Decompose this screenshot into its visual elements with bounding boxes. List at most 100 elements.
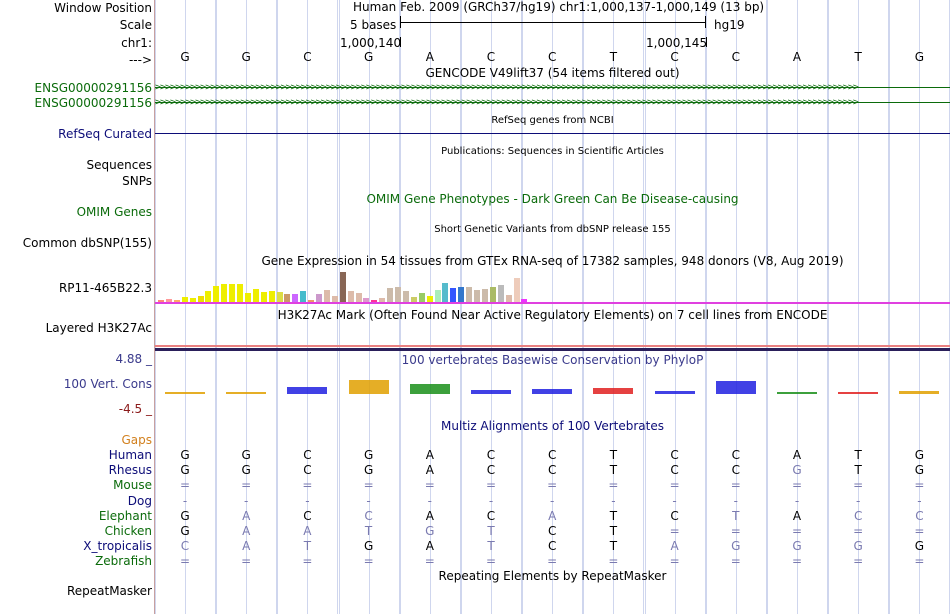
gtex-bar[interactable] xyxy=(347,291,354,302)
gtex-bar[interactable] xyxy=(268,291,275,302)
gtex-bar[interactable] xyxy=(481,289,488,302)
label-chr[interactable]: chr1: xyxy=(121,36,152,50)
gtex-bar[interactable] xyxy=(395,287,401,302)
gtex-bar[interactable] xyxy=(213,286,220,302)
species-label[interactable]: Mouse xyxy=(113,478,152,493)
dbsnp-track-title[interactable]: Short Genetic Variants from dbSNP releas… xyxy=(434,224,671,235)
publications-track-title[interactable]: Publications: Sequences in Scientific Ar… xyxy=(441,146,664,157)
gtex-bar[interactable] xyxy=(292,294,299,302)
gtex-bar[interactable] xyxy=(505,295,512,302)
alignment-cell: = xyxy=(424,478,435,493)
gtex-bar[interactable] xyxy=(426,296,433,302)
gtex-bar[interactable] xyxy=(260,292,267,302)
conservation-logo-track[interactable] xyxy=(155,370,950,410)
label-gtex-gene[interactable]: RP11-465B22.3 xyxy=(58,281,152,295)
grid-line xyxy=(705,0,706,614)
gene-feature-1[interactable]: >>>>>>>>>>>>>>>>>>>>>>>>>>>>>>>>>>>>>>>>… xyxy=(155,82,950,93)
multiz-track-title[interactable]: Multiz Alignments of 100 Vertebrates xyxy=(440,419,665,433)
label-snps[interactable]: SNPs xyxy=(122,174,152,188)
gtex-bar[interactable] xyxy=(474,290,480,302)
gencode-track-title[interactable]: GENCODE V49lift37 (54 items filtered out… xyxy=(425,66,680,80)
gtex-bar[interactable] xyxy=(229,284,236,302)
alignment-cell: = xyxy=(608,554,619,569)
gene-feature-2[interactable]: >>>>>>>>>>>>>>>>>>>>>>>>>>>>>>>>>>>>>>>>… xyxy=(155,97,950,108)
gtex-bar[interactable] xyxy=(410,297,417,302)
conservation-mark xyxy=(899,391,940,394)
gtex-bar[interactable] xyxy=(466,287,473,302)
label-sequences[interactable]: Sequences xyxy=(86,158,152,172)
gtex-bar[interactable] xyxy=(276,292,283,302)
gtex-bar[interactable] xyxy=(371,300,378,302)
scale-db: hg19 xyxy=(714,18,745,32)
gtex-bar[interactable] xyxy=(323,290,330,302)
gtex-bar[interactable] xyxy=(418,293,425,302)
label-100-vert-cons[interactable]: 100 Vert. Cons xyxy=(63,377,152,391)
label-gene-ensg-1[interactable]: ENSG00000291156 xyxy=(34,81,152,95)
omim-track-title[interactable]: OMIM Gene Phenotypes - Dark Green Can Be… xyxy=(366,192,739,206)
alignment-cell: C xyxy=(547,539,557,554)
gtex-bar[interactable] xyxy=(165,299,172,302)
gtex-bar[interactable] xyxy=(284,294,291,302)
gtex-bar[interactable] xyxy=(181,297,188,302)
species-label[interactable]: Human xyxy=(108,448,152,462)
alignment-cell: A xyxy=(670,539,679,554)
label-repeatmasker[interactable]: RepeatMasker xyxy=(66,584,152,598)
label-omim-genes[interactable]: OMIM Genes xyxy=(76,205,152,219)
label-common-dbsnp[interactable]: Common dbSNP(155) xyxy=(22,236,152,250)
browser-image-panel[interactable]: Human Feb. 2009 (GRCh37/hg19) chr1:1,000… xyxy=(155,0,950,614)
refseq-track-title[interactable]: RefSeq genes from NCBI xyxy=(491,115,614,126)
refseq-gene-line[interactable] xyxy=(155,133,950,134)
species-label[interactable]: Zebrafish xyxy=(95,554,152,569)
gtex-bar[interactable] xyxy=(331,296,338,302)
alignment-cell: = xyxy=(179,554,191,569)
gtex-bar[interactable] xyxy=(316,294,322,302)
gtex-bar[interactable] xyxy=(379,298,386,302)
gtex-bar[interactable] xyxy=(458,287,465,302)
species-label[interactable]: Chicken xyxy=(104,524,152,538)
gtex-bar[interactable] xyxy=(173,300,180,302)
gtex-bar[interactable] xyxy=(513,278,520,302)
repeatmasker-track-title[interactable]: Repeating Elements by RepeatMasker xyxy=(438,569,667,583)
conservation-mark xyxy=(715,381,756,394)
gtex-bar[interactable] xyxy=(158,300,164,302)
alignment-cell: C xyxy=(731,463,740,478)
h3k27ac-track-title[interactable]: H3K27Ac Mark (Often Found Near Active Re… xyxy=(277,308,828,322)
base-letter: A xyxy=(792,50,802,64)
gtex-bar[interactable] xyxy=(521,299,528,302)
gtex-bar[interactable] xyxy=(363,298,370,302)
gtex-bar[interactable] xyxy=(197,296,204,302)
panel-divider xyxy=(154,0,155,614)
label-strand-arrow[interactable]: ---> xyxy=(128,53,152,67)
gtex-bar[interactable] xyxy=(237,284,243,302)
gtex-bar[interactable] xyxy=(221,284,228,302)
gtex-bar[interactable] xyxy=(387,288,394,302)
gtex-track-title[interactable]: Gene Expression in 54 tissues from GTEx … xyxy=(261,254,844,268)
species-label[interactable]: Rhesus xyxy=(108,463,152,478)
gtex-bar[interactable] xyxy=(308,300,315,302)
gtex-bar-chart[interactable] xyxy=(155,268,555,302)
gtex-bar[interactable] xyxy=(450,288,457,302)
gtex-bar[interactable] xyxy=(497,285,504,302)
gtex-bar[interactable] xyxy=(244,293,251,302)
gtex-bar[interactable] xyxy=(442,283,449,302)
gtex-bar[interactable] xyxy=(402,291,409,302)
species-label[interactable]: X_tropicalis xyxy=(83,539,152,554)
alignment-cell: T xyxy=(732,508,740,523)
gtex-bar[interactable] xyxy=(300,291,307,302)
conservation-mark xyxy=(532,389,573,394)
gtex-bar[interactable] xyxy=(189,298,196,302)
gtex-bar[interactable] xyxy=(339,272,346,302)
label-window-position[interactable]: Window Position xyxy=(54,1,152,15)
species-label[interactable]: Dog xyxy=(127,493,152,508)
label-refseq-curated[interactable]: RefSeq Curated xyxy=(58,127,152,141)
gtex-bar[interactable] xyxy=(489,287,496,302)
gtex-bar[interactable] xyxy=(205,291,212,302)
gtex-bar[interactable] xyxy=(252,289,259,302)
species-label[interactable]: Elephant xyxy=(98,508,152,523)
label-gene-ensg-2[interactable]: ENSG00000291156 xyxy=(34,96,152,110)
label-scale[interactable]: Scale xyxy=(119,18,152,32)
gtex-bar[interactable] xyxy=(355,293,362,302)
gtex-bar[interactable] xyxy=(434,290,441,302)
label-layered-h3k27ac[interactable]: Layered H3K27Ac xyxy=(45,321,152,335)
phylop-track-title[interactable]: 100 vertebrates Basewise Conservation by… xyxy=(401,353,704,367)
